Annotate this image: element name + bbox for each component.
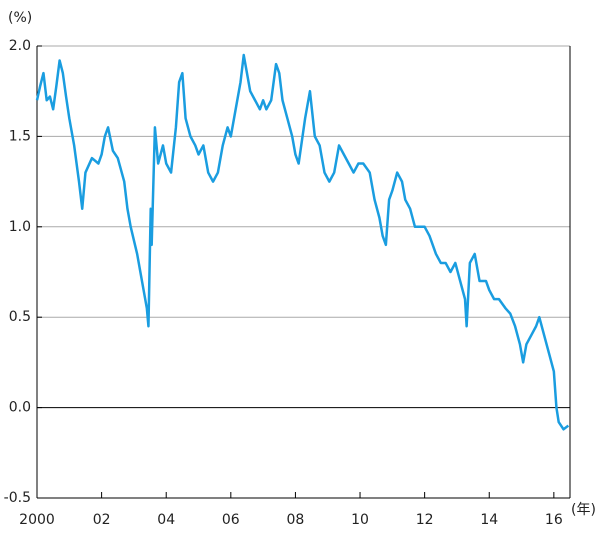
yield-line [35,53,570,431]
x-tick-label: 08 [287,512,305,528]
y-tick-label: 1.0 [9,219,31,235]
y-tick-label: 0.0 [9,400,31,416]
x-tick-label: 12 [416,512,434,528]
x-tick-label: 2000 [19,512,55,528]
x-tick-label: 02 [93,512,111,528]
x-unit: (年) [571,502,596,518]
x-tick-label: 10 [351,512,369,528]
y-unit: (%) [8,10,32,26]
y-tick-label: 2.0 [9,38,31,54]
x-tick-label: 14 [480,512,498,528]
y-tick-label: -0.5 [4,490,31,506]
x-tick-label: 04 [157,512,175,528]
y-tick-label: 1.5 [9,128,31,144]
x-tick-label: 16 [545,512,563,528]
y-tick-label: 0.5 [9,309,31,325]
x-tick-label: 06 [222,512,240,528]
